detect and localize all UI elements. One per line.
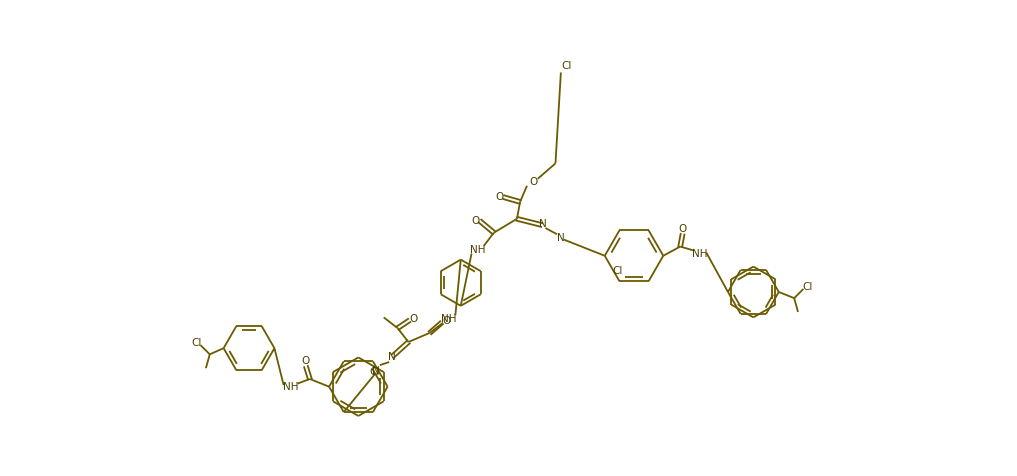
Text: O: O (410, 314, 418, 324)
Text: NH: NH (441, 314, 457, 324)
Text: Cl: Cl (369, 367, 379, 377)
Text: N: N (372, 366, 380, 376)
Text: NH: NH (470, 245, 485, 255)
Text: NH: NH (692, 249, 707, 259)
Text: O: O (471, 216, 480, 226)
Text: Cl: Cl (561, 61, 573, 71)
Text: O: O (495, 192, 503, 202)
Text: Cl: Cl (802, 282, 813, 292)
Text: O: O (302, 356, 310, 366)
Text: N: N (539, 219, 547, 229)
Text: O: O (529, 177, 537, 187)
Text: O: O (678, 224, 686, 234)
Text: N: N (388, 352, 396, 362)
Text: Cl: Cl (191, 338, 201, 348)
Text: O: O (442, 316, 451, 326)
Text: Cl: Cl (612, 266, 623, 276)
Text: N: N (557, 233, 564, 243)
Text: NH: NH (283, 382, 298, 392)
